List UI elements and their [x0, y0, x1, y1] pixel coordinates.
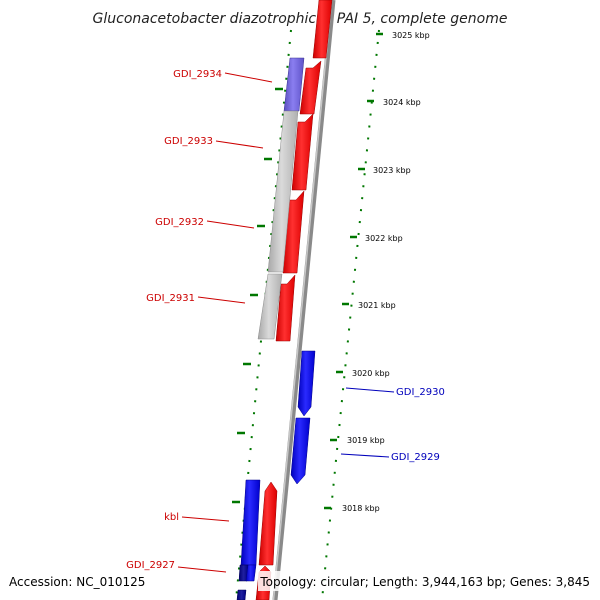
tick-label: 3025 kbp: [392, 31, 430, 40]
gene-arrow-reverse[interactable]: [290, 417, 311, 485]
gene-block-reverse[interactable]: [245, 564, 257, 582]
gene-block-hypothetical[interactable]: [267, 110, 299, 273]
footer-topology-bg: [258, 571, 596, 591]
gene-label-gdi-2933[interactable]: GDI_2933: [164, 136, 213, 147]
label-leader-line: [224, 72, 273, 83]
tick-label: 3020 kbp: [352, 369, 390, 378]
label-leader-line: [177, 566, 227, 573]
reverse-genes: [290, 350, 316, 485]
gene-label-gdi-2934[interactable]: GDI_2934: [173, 69, 222, 80]
gene-block-navy[interactable]: [236, 589, 247, 600]
map-title: Gluconacetobacter diazotrophicus PAI 5, …: [93, 11, 508, 27]
tick-label: 3019 kbp: [347, 436, 385, 445]
label-leader-line: [340, 453, 390, 458]
gene-label-gdi-2931[interactable]: GDI_2931: [146, 293, 195, 304]
tick-labels: 3025 kbp 3024 kbp 3023 kbp 3022 kbp 3021…: [342, 31, 430, 513]
genome-backbone-highlight: [272, 0, 333, 600]
tick-label: 3021 kbp: [358, 301, 396, 310]
inner-major-ticks: [232, 87, 283, 504]
gene-arrow-forward[interactable]: [299, 60, 322, 115]
gene-arrow-forward[interactable]: [312, 0, 333, 59]
label-leader-line: [181, 516, 230, 522]
outer-tick-ring: [321, 29, 380, 600]
footer: Accession: NC_010125 Topology: circular;…: [6, 571, 596, 591]
gene-label-gdi-2929[interactable]: GDI_2929: [391, 452, 440, 463]
label-leader-line: [345, 387, 395, 393]
gene-block-hypothetical[interactable]: [257, 273, 283, 340]
footer-accession-bg: [6, 571, 146, 591]
gene-label-kbl[interactable]: kbl: [164, 512, 179, 523]
gene-label-gdi-2927[interactable]: GDI_2927: [126, 560, 175, 571]
right-gene-labels: GDI_2930 GDI_2929: [340, 387, 445, 463]
gene-label-gdi-2930[interactable]: GDI_2930: [396, 387, 445, 398]
accession-text: Accession: NC_010125: [9, 575, 145, 589]
tick-label: 3023 kbp: [373, 166, 411, 175]
gene-block-purple[interactable]: [283, 57, 305, 112]
tick-label: 3022 kbp: [365, 234, 403, 243]
tick-label: 3018 kbp: [342, 504, 380, 513]
gene-block-reverse[interactable]: [240, 479, 261, 566]
inner-track-genes: [236, 57, 305, 600]
label-leader-line: [197, 296, 246, 304]
left-gene-labels: GDI_2934 GDI_2933 GDI_2932 GDI_2931 kbl …: [126, 69, 273, 573]
label-leader-line: [206, 220, 255, 229]
label-leader-line: [215, 140, 264, 149]
tick-label: 3024 kbp: [383, 98, 421, 107]
gene-label-gdi-2932[interactable]: GDI_2932: [155, 217, 204, 228]
gene-arrow-reverse[interactable]: [297, 350, 316, 417]
gene-arrow-forward[interactable]: [258, 481, 278, 566]
gene-arrow-forward[interactable]: [275, 274, 296, 342]
genome-backbone: [272, 0, 336, 600]
gene-arrow-forward[interactable]: [291, 113, 314, 191]
major-ticks: [324, 32, 383, 510]
topology-text: Topology: circular; Length: 3,944,163 bp…: [259, 575, 590, 589]
forward-genes: [255, 0, 333, 600]
